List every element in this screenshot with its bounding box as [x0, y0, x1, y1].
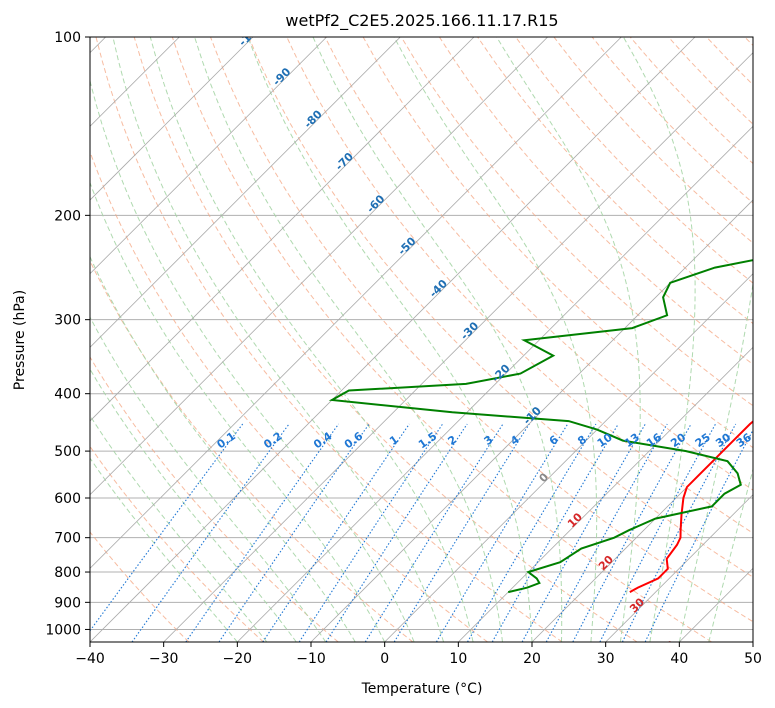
x-tick-label: −10	[296, 651, 326, 667]
isotherm	[310, 199, 753, 642]
temperature-line	[629, 420, 753, 593]
y-tick-label: 700	[54, 531, 81, 547]
mixing-ratio-line	[131, 423, 290, 642]
moist-adiabat	[247, 37, 533, 642]
isotherm	[531, 420, 753, 642]
moist-adiabat	[90, 255, 356, 642]
mixing-ratio-line	[599, 423, 716, 642]
dry-adiabat	[90, 445, 264, 642]
mixing-ratio-line	[435, 423, 569, 642]
moist-adiabat	[622, 37, 696, 642]
dry-adiabat	[90, 531, 190, 642]
isotherm	[90, 37, 254, 201]
x-tick-label: −40	[75, 651, 105, 667]
mixing-ratio-line	[325, 423, 468, 642]
y-tick-label: 1000	[45, 622, 81, 638]
dewpoint-line	[328, 259, 753, 594]
y-tick-label: 100	[54, 30, 81, 46]
dry-adiabat	[90, 150, 488, 642]
plot-frame	[89, 36, 754, 643]
moist-adiabat	[496, 37, 641, 642]
isotherm	[90, 37, 696, 642]
isotherm-label: 40	[658, 638, 678, 658]
y-tick-label: 400	[54, 387, 81, 403]
isotherm	[384, 273, 753, 642]
dry-adiabat	[133, 37, 638, 642]
mixing-ratio-line	[491, 423, 619, 642]
dry-adiabat	[324, 37, 753, 491]
dry-adiabat	[515, 37, 753, 284]
mixing-ratio-line	[262, 423, 410, 642]
dry-adiabat	[438, 37, 753, 366]
x-tick-label: 40	[670, 651, 688, 667]
x-tick-label: 30	[597, 651, 615, 667]
mixing-ratio-label: 36	[734, 430, 754, 450]
moist-adiabat	[90, 414, 268, 642]
isotherm	[90, 37, 475, 422]
y-tick-label: 200	[54, 208, 81, 224]
x-tick-label: −20	[223, 651, 253, 667]
mixing-ratio-line	[364, 423, 504, 642]
isotherm	[752, 641, 753, 642]
x-tick-label: 10	[449, 651, 467, 667]
x-tick-label: −30	[149, 651, 179, 667]
moist-adiabat	[708, 467, 753, 642]
mixing-ratio-line	[621, 423, 737, 642]
moist-adiabat	[90, 316, 327, 642]
y-tick-label: 300	[54, 313, 81, 329]
y-axis-label: Pressure (hPa)	[12, 290, 28, 390]
moist-adiabat	[90, 78, 415, 642]
plot-background	[90, 37, 753, 642]
dry-adiabat	[210, 37, 753, 623]
moist-adiabat	[90, 181, 386, 642]
x-tick-label: 50	[744, 651, 762, 667]
isotherm	[458, 346, 753, 642]
moist-adiabat	[312, 37, 563, 642]
isotherm	[90, 37, 622, 569]
mixing-ratio-line	[545, 423, 668, 642]
y-tick-label: 600	[54, 491, 81, 507]
x-tick-label: 20	[523, 651, 541, 667]
x-axis-label: Temperature (°C)	[361, 681, 483, 697]
moist-adiabat	[90, 457, 238, 642]
y-tick-label: 800	[54, 565, 81, 581]
x-tick-label: 0	[380, 651, 389, 667]
moist-adiabat	[678, 280, 753, 642]
mixing-ratio-line	[185, 423, 340, 642]
dry-adiabat	[400, 37, 753, 407]
series-layer	[328, 259, 753, 594]
isotherm	[90, 37, 327, 275]
moist-adiabat	[194, 37, 503, 642]
isotherm	[163, 52, 753, 642]
mixing-ratio-line	[572, 423, 692, 642]
chart-title: wetPf2_C2E5.2025.166.11.17.R15	[285, 11, 558, 31]
moist-adiabat	[112, 37, 445, 642]
mixing-ratio-line	[467, 423, 597, 642]
isotherm	[605, 494, 753, 642]
dry-adiabat	[90, 356, 339, 642]
mixing-ratio-line	[644, 428, 753, 642]
dry-adiabat	[248, 37, 753, 578]
isotherm	[90, 37, 401, 348]
dry-adiabat	[95, 37, 563, 642]
moist-adiabat	[393, 37, 598, 642]
dry-adiabat	[171, 37, 712, 642]
mixing-ratio-line	[90, 423, 244, 632]
isotherm-label: -100	[236, 20, 265, 49]
y-tick-label: 500	[54, 444, 81, 460]
moist-adiabat	[149, 37, 474, 642]
isotherm	[90, 37, 548, 496]
y-tick-label: 900	[54, 595, 81, 611]
tick-layer: −40 −30 −20 −10 0 10 20 30 40 50 100 200 300 400 500 60…	[45, 30, 762, 667]
